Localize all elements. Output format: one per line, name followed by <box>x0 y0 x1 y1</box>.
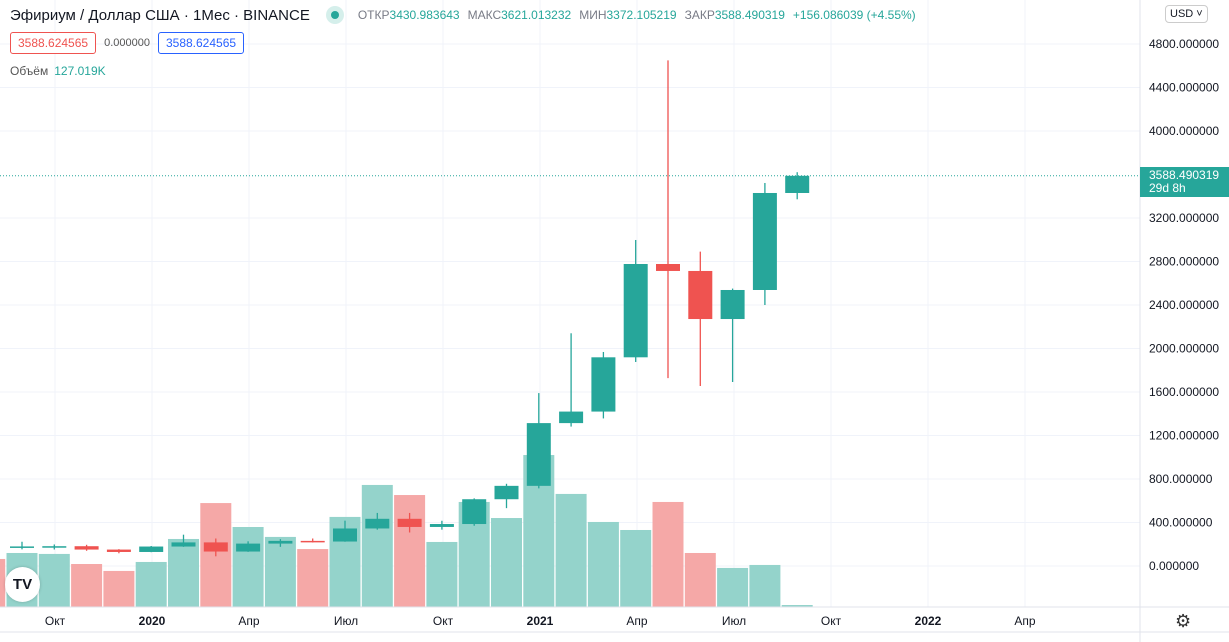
close-value: 3588.490319 <box>714 8 785 22</box>
time-tick-label: Апр <box>626 614 648 628</box>
candle-body <box>397 518 422 527</box>
market-status-icon[interactable] <box>325 6 344 24</box>
time-tick-label: Апр <box>1014 614 1036 628</box>
price-tick-label: 4800.000000 <box>1149 37 1219 51</box>
order-panel: 3588.624565 0.000000 3588.624565 <box>10 32 245 54</box>
volume-bar <box>0 558 6 607</box>
open-label: ОТКР <box>357 8 390 22</box>
price-tick-label: 2800.000000 <box>1149 255 1219 269</box>
candle-body <box>333 528 357 542</box>
candle-body <box>785 175 810 193</box>
price-tick-label: 4400.000000 <box>1149 81 1219 95</box>
volume-bar <box>587 521 619 607</box>
time-tick-label: Июл <box>334 614 358 628</box>
candle-body <box>300 540 325 543</box>
candle-body <box>365 518 390 529</box>
candle-body <box>720 289 745 320</box>
volume-bar <box>232 527 264 607</box>
volume-bar <box>781 605 813 607</box>
currency-dropdown[interactable]: USD ˅ <box>1165 5 1208 23</box>
time-tick-label: Апр <box>238 614 260 628</box>
low-value: 3372.105219 <box>606 8 677 22</box>
volume-bar <box>103 570 135 607</box>
gear-icon[interactable]: ⚙ <box>1175 611 1192 631</box>
price-tick-label: 4000.000000 <box>1149 124 1219 138</box>
price-tick-label: 2000.000000 <box>1149 342 1219 356</box>
candle-body <box>559 411 584 424</box>
candle-body <box>139 546 164 552</box>
time-tick-label: Июл <box>722 614 746 628</box>
candle-body <box>429 524 454 527</box>
candle-body <box>494 485 519 500</box>
current-price: 3588.490319 <box>1149 168 1220 182</box>
candle-body <box>591 357 616 412</box>
candle-body <box>74 546 99 550</box>
open-value: 3430.983643 <box>389 8 460 22</box>
volume-value: 127.019K <box>54 64 106 78</box>
low-label: МИН <box>579 8 607 22</box>
spread-value: 0.000000 <box>104 37 150 49</box>
time-tick-label: 2022 <box>915 614 942 628</box>
price-tick-label: 800.000000 <box>1149 472 1213 486</box>
price-tick-label: 400.000000 <box>1149 516 1213 530</box>
candle-body <box>526 423 551 486</box>
volume-legend: Объём 127.019K <box>10 64 106 78</box>
candle-body <box>688 270 713 320</box>
time-tick-label: Окт <box>433 614 454 628</box>
change-value: +156.086039 (+4.55%) <box>792 8 916 22</box>
candle-body <box>268 540 293 544</box>
volume-bar <box>749 564 781 607</box>
symbol-title[interactable]: Эфириум / Доллар США · 1Мес · BINANCE <box>10 6 310 24</box>
high-value: 3621.013232 <box>501 8 572 22</box>
volume-bar <box>135 561 167 607</box>
time-tick-label: 2020 <box>139 614 166 628</box>
volume-bar <box>38 553 70 607</box>
time-tick-label: Окт <box>45 614 66 628</box>
buy-button[interactable]: 3588.624565 <box>157 32 245 54</box>
price-tick-label: 0.000000 <box>1149 559 1199 573</box>
volume-bar <box>717 567 749 607</box>
high-label: МАКС <box>467 8 502 22</box>
candle-body <box>656 264 680 271</box>
volume-bar <box>264 536 296 607</box>
chart-legend: Эфириум / Доллар США · 1Мес · BINANCE ОТ… <box>10 6 924 24</box>
sell-button[interactable]: 3588.624565 <box>10 32 97 54</box>
tradingview-logo[interactable]: TV <box>5 567 40 602</box>
volume-bar <box>168 538 199 607</box>
candle-body <box>42 546 67 548</box>
candle-body <box>203 542 228 552</box>
volume-bar <box>555 493 587 607</box>
price-tick-label: 3200.000000 <box>1149 211 1219 225</box>
candle-body <box>236 543 261 552</box>
time-tick-label: 2021 <box>527 614 554 628</box>
volume-bar <box>652 501 684 607</box>
price-tick-label: 1200.000000 <box>1149 429 1219 443</box>
candle-body <box>10 546 34 548</box>
close-label: ЗАКР <box>684 8 715 22</box>
volume-label: Объём <box>10 64 49 78</box>
candle-body <box>752 192 777 290</box>
price-tick-label: 2400.000000 <box>1149 298 1219 312</box>
bar-countdown: 29d 8h <box>1149 181 1186 195</box>
candle-body <box>623 264 648 358</box>
volume-bar <box>297 549 329 607</box>
volume-bar <box>71 564 103 607</box>
candle-body <box>462 499 487 525</box>
volume-bar <box>361 484 393 607</box>
volume-bar <box>394 495 426 607</box>
current-price-label: 3588.490319 29d 8h <box>1140 167 1229 197</box>
volume-bar <box>491 518 522 607</box>
volume-bar <box>684 552 716 607</box>
volume-bar <box>620 529 652 607</box>
volume-bar <box>426 541 458 607</box>
candle-body <box>106 549 131 552</box>
candle-body <box>171 542 196 547</box>
price-tick-label: 1600.000000 <box>1149 385 1219 399</box>
time-tick-label: Окт <box>821 614 842 628</box>
